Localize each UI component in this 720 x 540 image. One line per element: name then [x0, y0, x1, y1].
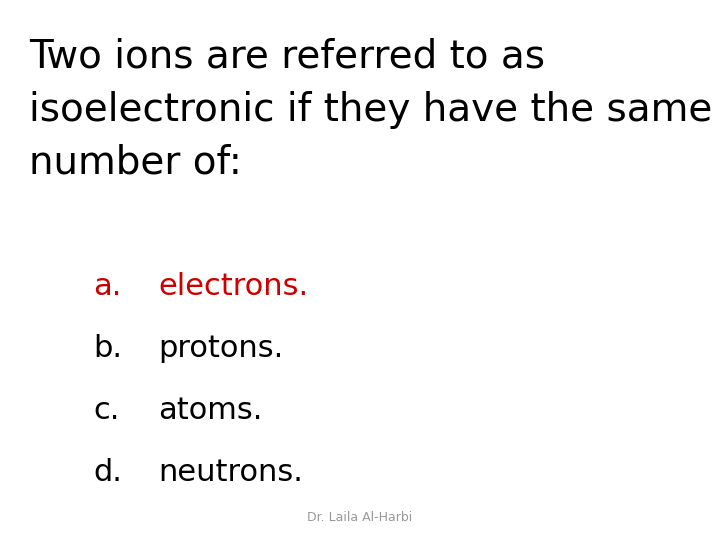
Text: atoms.: atoms. [158, 396, 263, 425]
Text: b.: b. [94, 334, 122, 363]
Text: Two ions are referred to as
isoelectronic if they have the same
number of:: Two ions are referred to as isoelectroni… [29, 38, 712, 182]
Text: a.: a. [94, 272, 122, 301]
Text: c.: c. [94, 396, 120, 425]
Text: protons.: protons. [158, 334, 284, 363]
Text: neutrons.: neutrons. [158, 458, 303, 487]
Text: electrons.: electrons. [158, 272, 309, 301]
Text: Dr. Laila Al-Harbi: Dr. Laila Al-Harbi [307, 511, 413, 524]
Text: d.: d. [94, 458, 122, 487]
